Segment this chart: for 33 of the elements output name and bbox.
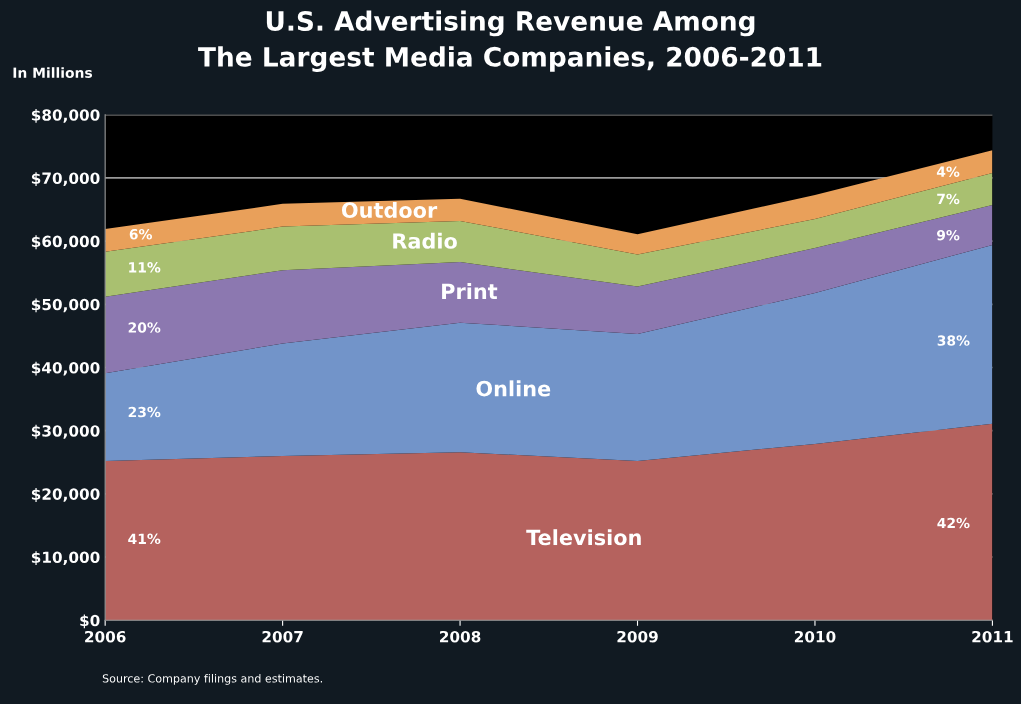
series-label: Print [442, 283, 498, 299]
y-tick-label: $30,000 [31, 424, 100, 439]
y-tick-label: $80,000 [31, 108, 100, 123]
y-axis-title: In Millions [13, 67, 93, 78]
annotation: 4% [936, 166, 960, 177]
y-tick-label: $60,000 [31, 235, 100, 250]
y-tick-label: $50,000 [31, 298, 100, 313]
series-label: Television [526, 529, 641, 546]
source-note: Source: Company filings and estimates. [102, 673, 322, 685]
annotation: 23% [128, 406, 161, 418]
x-tick-label: 2006 [85, 630, 126, 643]
x-tick-label: 2010 [794, 630, 836, 643]
y-tick-label: $0 [80, 614, 100, 629]
annotation: 7% [937, 193, 960, 205]
y-tick-label: $20,000 [31, 488, 100, 502]
series-label: Radio [393, 232, 457, 249]
annotation: 38% [937, 335, 970, 346]
x-tick-label: 2007 [262, 630, 303, 643]
y-tick-label: $10,000 [31, 551, 100, 566]
series-label: Outdoor [341, 201, 438, 219]
y-tick-label: $40,000 [31, 361, 100, 376]
annotation: 20% [128, 322, 161, 333]
annotation: 6% [129, 228, 152, 240]
x-tick-label: 2009 [617, 630, 658, 643]
annotation: 42% [937, 517, 970, 529]
annotation: 9% [936, 229, 960, 241]
series-label: Online [476, 380, 551, 397]
x-tick-label: 2011 [972, 630, 1013, 643]
annotation: 41% [128, 533, 161, 545]
y-tick-label: $70,000 [31, 172, 100, 186]
chart-title: U.S. Advertising Revenue Among The Largest Media Companies, 2006-2011 [198, 10, 822, 73]
annotation: 11% [129, 262, 161, 273]
x-tick-label: 2008 [440, 630, 481, 643]
